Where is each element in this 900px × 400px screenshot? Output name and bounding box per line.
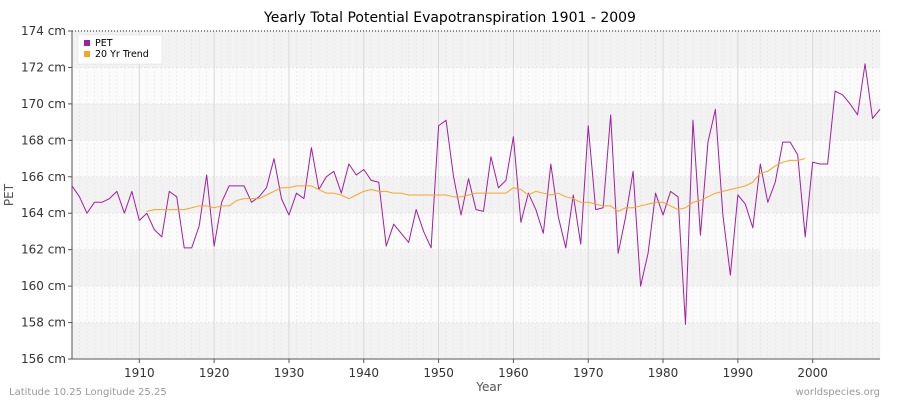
y-axis-label: PET <box>2 183 16 206</box>
x-tick-label: 1930 <box>274 366 305 380</box>
y-tick-label: 162 cm <box>21 243 66 257</box>
x-tick-label: 1920 <box>199 366 230 380</box>
legend-swatch-trend <box>84 51 90 57</box>
y-tick-label: 158 cm <box>21 316 66 330</box>
x-tick-label: 1980 <box>648 366 679 380</box>
x-tick-label: 1950 <box>423 366 454 380</box>
x-tick-label: 1910 <box>124 366 155 380</box>
y-tick-label: 170 cm <box>21 97 66 111</box>
footer-coordinates: Latitude 10.25 Longitude 25.25 <box>9 387 167 398</box>
x-axis-label: Year <box>475 380 501 394</box>
y-tick-label: 174 cm <box>21 24 66 38</box>
legend-label-trend: 20 Yr Trend <box>95 49 149 60</box>
y-tick-label: 172 cm <box>21 60 66 74</box>
x-tick-label: 1940 <box>349 366 380 380</box>
y-tick-label: 166 cm <box>21 170 66 184</box>
legend-box <box>77 34 163 65</box>
band <box>72 31 880 68</box>
legend: PET 20 Yr Trend <box>77 34 163 65</box>
y-tick-label: 160 cm <box>21 279 66 293</box>
legend-label-pet: PET <box>95 38 113 49</box>
y-tick-label: 156 cm <box>21 352 66 366</box>
series-layer <box>71 63 881 325</box>
y-tick-label: 164 cm <box>21 206 66 220</box>
x-tick-label: 1970 <box>573 366 604 380</box>
legend-swatch-pet <box>84 40 90 46</box>
y-tick-label: 168 cm <box>21 133 66 147</box>
band <box>72 103 880 141</box>
band <box>72 67 880 104</box>
chart-title: Yearly Total Potential Evapotranspiratio… <box>263 10 636 26</box>
x-tick-label: 1960 <box>498 366 529 380</box>
x-tick-label: 2000 <box>797 366 828 380</box>
series-line-trend <box>146 158 806 212</box>
band <box>72 140 880 177</box>
axes: 156 cm 158 cm 160 cm 162 cm 164 cm 166 cm 168 … <box>21 24 880 380</box>
footer-source: worldspecies.org <box>796 387 880 398</box>
x-tick-label: 1990 <box>723 366 754 380</box>
series-line-pet <box>71 63 881 325</box>
